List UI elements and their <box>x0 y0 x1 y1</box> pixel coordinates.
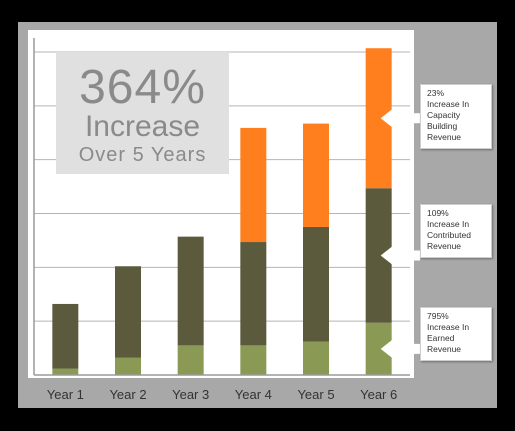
x-tick-label-2: Year 2 <box>109 387 146 402</box>
callout-capacity-text-4: Revenue <box>427 132 462 142</box>
x-tick-label-5: Year 5 <box>297 387 334 402</box>
callout-earned-text-3: Revenue <box>427 344 462 354</box>
bar-contributed-5 <box>303 226 329 342</box>
x-tick-label-1: Year 1 <box>47 387 84 402</box>
x-tick-label-3: Year 3 <box>172 387 209 402</box>
callout-contributed-text-2: Contributed <box>427 230 471 240</box>
headline-box: 364% Increase Over 5 Years <box>56 52 229 174</box>
callout-capacity-text-3: Building <box>427 121 458 131</box>
bar-capacity-4 <box>240 127 267 243</box>
callout-contributed-text-3: Revenue <box>427 241 462 251</box>
x-tick-labels: Year 1 Year 2 Year 3 Year 4 Year 5 Year 6 <box>47 387 397 402</box>
arrow-shaft-capacity <box>392 113 420 124</box>
bar-capacity-5 <box>303 123 329 227</box>
callout-capacity-text-2: Capacity <box>427 110 461 120</box>
bar-earned-3 <box>177 345 204 375</box>
bar-contributed-2 <box>115 266 141 358</box>
bar-contributed-3 <box>177 236 204 346</box>
headline-period: Over 5 Years <box>78 144 207 166</box>
callout-contributed-pct: 109% <box>427 208 449 218</box>
bars <box>52 48 392 375</box>
bar-earned-1 <box>52 368 79 375</box>
callout-earned-pct: 795% <box>427 311 449 321</box>
axes <box>33 38 410 376</box>
bar-contributed-4 <box>240 242 267 346</box>
bar-earned-4 <box>240 345 267 375</box>
callout-contributed: 109% Increase In Contributed Revenue <box>420 204 492 258</box>
callout-contributed-text-1: Increase In <box>427 219 470 229</box>
arrow-shaft-contributed <box>392 250 420 261</box>
bar-earned-2 <box>115 357 141 375</box>
bar-contributed-1 <box>52 303 79 369</box>
callout-capacity-text-1: Increase In <box>427 99 470 109</box>
arrow-head-earned <box>380 337 395 360</box>
callout-capacity-building: 23% Increase In Capacity Building Revenu… <box>420 84 492 149</box>
callout-earned: 795% Increase In Earned Revenue <box>420 307 492 361</box>
x-tick-label-6: Year 6 <box>360 387 397 402</box>
arrow-head-contributed <box>380 244 395 267</box>
arrow-head-capacity <box>380 107 395 130</box>
callout-earned-text-1: Increase In <box>427 322 470 332</box>
headline-increase: Increase <box>84 110 201 143</box>
arrow-shaft-earned <box>392 343 420 354</box>
callout-capacity-pct: 23% <box>427 88 445 98</box>
bar-earned-5 <box>303 341 329 375</box>
callout-arrows <box>380 107 420 360</box>
callout-earned-text-2: Earned <box>427 333 455 343</box>
x-tick-label-4: Year 4 <box>235 387 272 402</box>
headline-percent: 364% <box>79 61 206 114</box>
